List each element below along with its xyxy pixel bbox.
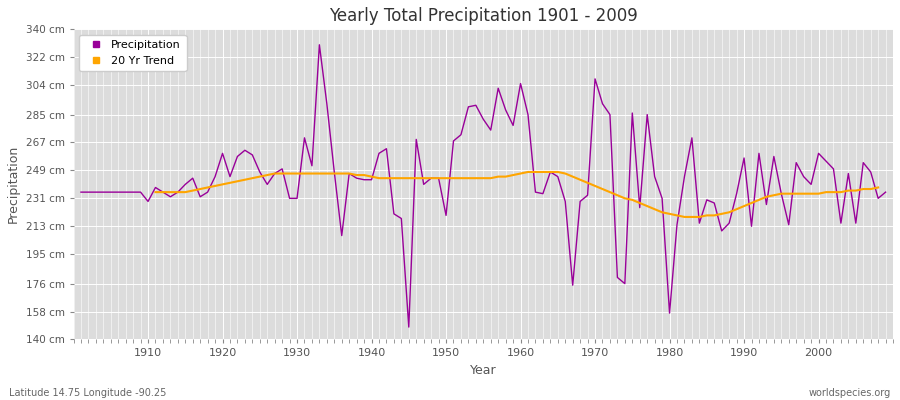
Text: Latitude 14.75 Longitude -90.25: Latitude 14.75 Longitude -90.25: [9, 388, 166, 398]
Legend: Precipitation, 20 Yr Trend: Precipitation, 20 Yr Trend: [79, 35, 186, 72]
Y-axis label: Precipitation: Precipitation: [7, 145, 20, 224]
Text: worldspecies.org: worldspecies.org: [809, 388, 891, 398]
Title: Yearly Total Precipitation 1901 - 2009: Yearly Total Precipitation 1901 - 2009: [328, 7, 638, 25]
X-axis label: Year: Year: [470, 364, 497, 377]
